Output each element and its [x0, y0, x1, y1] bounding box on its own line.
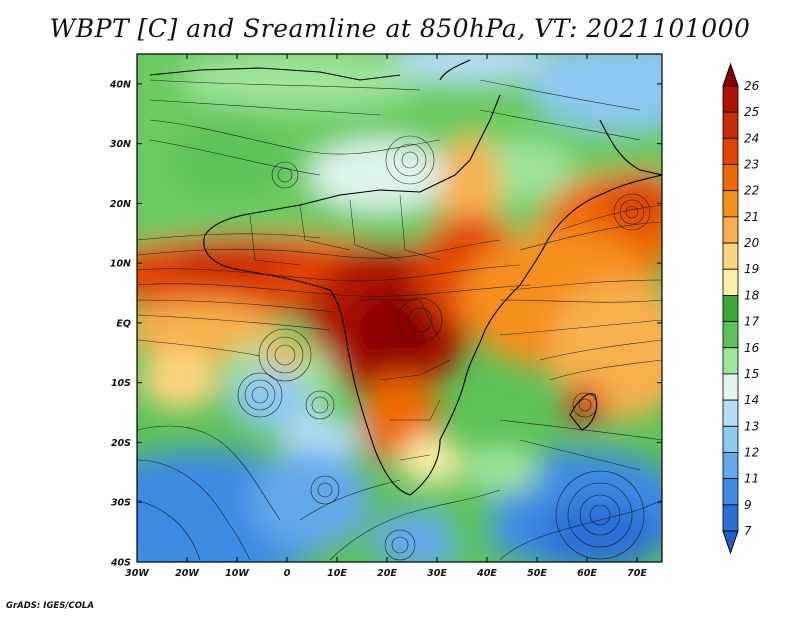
- lat-label: 10S: [111, 378, 131, 389]
- colorbar-label: 14: [744, 393, 759, 407]
- colorbar-swatch: [722, 268, 739, 296]
- lat-label: 30S: [111, 498, 131, 509]
- colorbar-label: 25: [744, 105, 759, 119]
- colorbar-label: 19: [744, 262, 759, 276]
- colorbar-swatch: [722, 504, 739, 532]
- lon-label: 10W: [225, 568, 249, 579]
- colorbar-swatch: [722, 452, 739, 480]
- lon-label: 30E: [427, 568, 447, 579]
- longitude-labels: 30W 20W 10W 0 10E 20E 30E 40E 50E 60E 70E: [125, 568, 647, 579]
- colorbar-label: 9: [744, 498, 752, 512]
- lon-label: 20W: [175, 568, 199, 579]
- colorbar-label: 20: [744, 236, 760, 250]
- colorbar-label: 13: [744, 419, 759, 433]
- colorbar-swatch: [722, 321, 739, 349]
- colorbar-cap-bottom: [722, 530, 739, 555]
- lon-label: 70E: [627, 568, 647, 579]
- colorbar-label: 12: [744, 445, 759, 459]
- colorbar-swatch: [722, 242, 739, 270]
- lon-label: 10E: [327, 568, 347, 579]
- colorbar-swatch: [722, 347, 739, 375]
- colorbar-swatch: [722, 373, 739, 401]
- lon-label: 30W: [125, 568, 149, 579]
- colorbar-label: 24: [744, 131, 759, 145]
- colorbar-label: 11: [744, 472, 759, 486]
- colorbar-swatch: [722, 478, 739, 506]
- colorbar-label: 15: [744, 367, 759, 381]
- colorbar-swatch: [722, 190, 739, 218]
- lat-label: 40N: [109, 79, 131, 90]
- lat-label: EQ: [116, 318, 131, 329]
- map-frame: [136, 53, 663, 563]
- colorbar-label: 18: [744, 288, 760, 302]
- credit-label: GrADS: IGES/COLA: [6, 601, 94, 611]
- colorbar-label: 22: [744, 184, 759, 198]
- lat-label: 30N: [110, 139, 131, 150]
- map-title: WBPT [C] and Sreamline at 850hPa, VT: 20…: [49, 14, 751, 43]
- colorbar-label: 21: [744, 210, 759, 224]
- colorbar-swatch: [722, 399, 739, 427]
- colorbar-label: 16: [744, 341, 760, 355]
- colorbar-label: 7: [744, 524, 752, 538]
- lon-label: 60E: [577, 568, 597, 579]
- colorbar-swatch: [722, 85, 739, 113]
- lon-label: 0: [284, 568, 291, 579]
- lat-label: 40S: [110, 558, 131, 569]
- colorbar-swatch: [722, 164, 739, 192]
- colorbar-swatch: [722, 295, 739, 322]
- lon-label: 50E: [527, 568, 547, 579]
- streamlines: [137, 79, 662, 561]
- colorbar-swatch: [722, 425, 739, 453]
- lat-label: 20S: [111, 438, 131, 449]
- colorbar-swatch: [722, 137, 739, 165]
- colorbar-swatch: [722, 111, 739, 139]
- wbpt-field: [137, 54, 662, 562]
- country-borders: [249, 194, 451, 461]
- latitude-labels: 40N 30N 20N 10N EQ 10S 20S 30S 40S: [109, 79, 131, 568]
- colorbar-cap-top: [722, 62, 739, 87]
- axis-ticks: [136, 54, 662, 563]
- colorbar: 26 25 24 23 22 21 20 19 18 17 16 15 14 13 12 11 9 7: [722, 62, 760, 555]
- lat-label: 20N: [110, 199, 131, 210]
- colorbar-label: 17: [744, 315, 760, 329]
- colorbar-label: 26: [744, 79, 760, 93]
- colorbar-label: 23: [744, 158, 759, 172]
- lon-label: 40E: [476, 568, 497, 579]
- coastlines: [149, 59, 662, 496]
- lon-label: 20E: [377, 568, 397, 579]
- lat-label: 10N: [110, 259, 131, 270]
- colorbar-swatch: [722, 216, 739, 244]
